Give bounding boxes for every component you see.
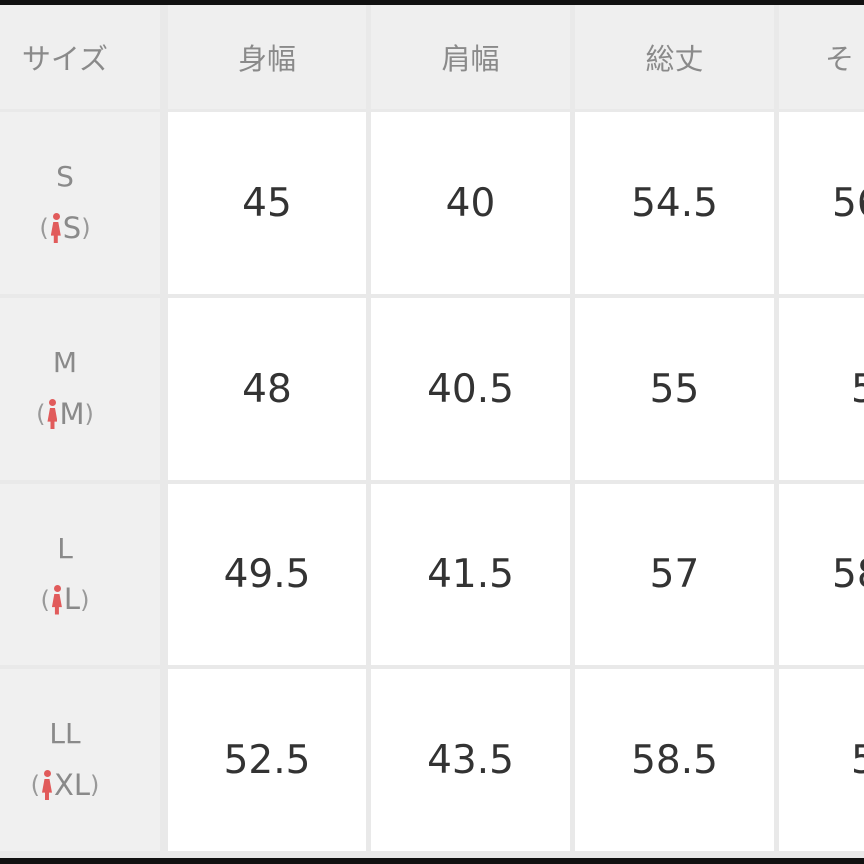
- value-cell: 58.5: [575, 669, 774, 851]
- paren-close: ): [81, 214, 91, 242]
- value-cell: 54.5: [575, 112, 774, 294]
- header-cell: 肩幅: [371, 5, 570, 109]
- header-label: そ: [825, 42, 855, 76]
- womens-size-label: S: [62, 210, 82, 245]
- size-name: M: [52, 346, 78, 379]
- size-name: LL: [49, 717, 81, 750]
- size-name: S: [56, 160, 74, 193]
- value: 54.5: [631, 180, 718, 226]
- value: 5: [851, 366, 864, 412]
- header-cell: 総丈: [575, 5, 774, 109]
- value-cell: 52.5: [168, 669, 366, 851]
- value: 57: [649, 552, 700, 597]
- value-cell: 41.5: [371, 484, 570, 665]
- woman-figure-icon: [51, 584, 63, 615]
- paren-open: (: [40, 585, 50, 614]
- paren-open: (: [39, 214, 49, 242]
- value-cell: 43.5: [371, 669, 570, 851]
- womens-size-label: XL: [53, 767, 91, 802]
- paren-close: ): [84, 400, 94, 428]
- womens-size-label: L: [63, 582, 81, 616]
- value: 40.5: [427, 366, 514, 412]
- paren-close: ): [90, 771, 100, 799]
- size-label-cell: L(L): [0, 484, 160, 665]
- value: 52.5: [223, 737, 311, 783]
- value-cell: 55: [575, 298, 774, 480]
- value: 43.5: [427, 737, 514, 783]
- value: 45: [242, 180, 292, 226]
- womens-size-label: M: [59, 396, 85, 431]
- value-cell: 58: [779, 484, 864, 665]
- value: 56: [832, 180, 864, 226]
- size-label-cell: M(M): [0, 298, 160, 480]
- size-name: L: [57, 531, 73, 565]
- header-label: 肩幅: [441, 42, 500, 76]
- value-cell: 45: [168, 112, 366, 294]
- value: 41.5: [427, 552, 514, 597]
- value: 55: [649, 366, 700, 412]
- header-label: サイズ: [21, 42, 109, 76]
- value: 48: [242, 366, 292, 412]
- value: 5: [851, 737, 864, 783]
- value-cell: 5: [779, 298, 864, 480]
- value-cell: 40.5: [371, 298, 570, 480]
- value-cell: 5: [779, 669, 864, 851]
- header-cell: 身幅: [168, 5, 366, 109]
- woman-figure-icon: [41, 770, 53, 800]
- womens-size: ( XL): [30, 767, 100, 802]
- value-cell: 56: [779, 112, 864, 294]
- womens-size: ( L): [40, 582, 90, 616]
- paren-close: ): [80, 585, 90, 614]
- value-cell: 49.5: [168, 484, 366, 665]
- womens-size: ( M): [36, 399, 94, 429]
- size-table: サイズ身幅肩幅総丈そS(S)454054.556M(M)4840.5555L(L…: [0, 5, 864, 858]
- value: 40: [445, 180, 496, 226]
- header-cell: サイズ: [0, 5, 160, 109]
- value-cell: 57: [575, 484, 774, 665]
- size-label-cell: LL ( XL): [0, 669, 160, 851]
- value: 58: [832, 552, 864, 597]
- header-label: 身幅: [237, 42, 296, 76]
- woman-figure-icon: [50, 213, 62, 243]
- size-label-cell: S(S): [0, 112, 160, 294]
- paren-open: (: [36, 400, 46, 428]
- woman-figure-icon: [46, 399, 58, 429]
- value-cell: 40: [371, 112, 570, 294]
- paren-open: (: [30, 771, 40, 799]
- value-cell: 48: [168, 298, 366, 480]
- value: 49.5: [223, 552, 311, 597]
- value: 58.5: [631, 737, 718, 783]
- womens-size: ( S): [39, 210, 91, 245]
- header-cell: そ: [779, 5, 864, 109]
- header-label: 総丈: [645, 42, 704, 76]
